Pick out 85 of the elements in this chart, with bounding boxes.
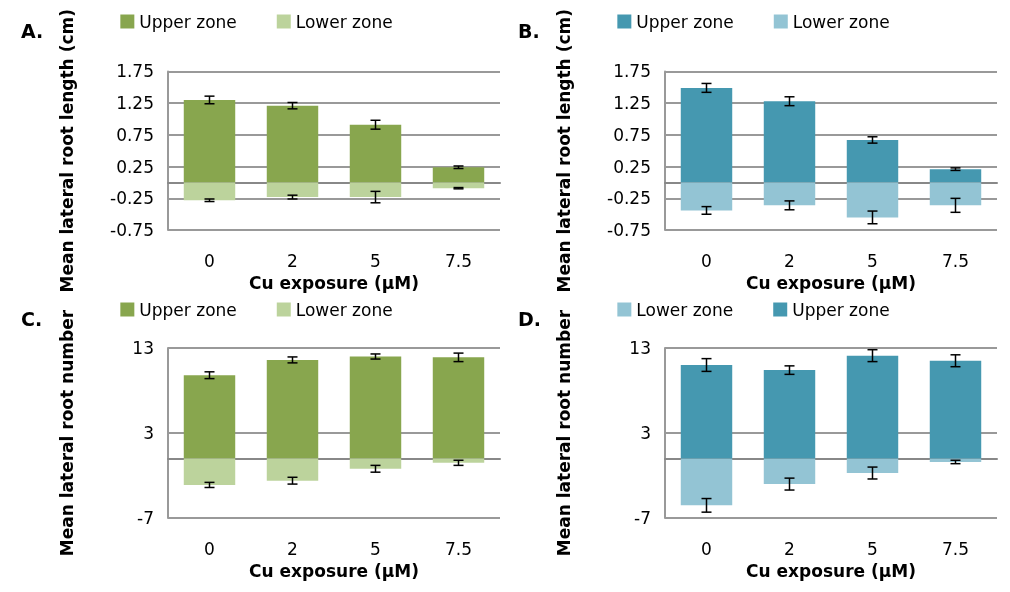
legend-label: Lower zone <box>636 299 734 320</box>
legend-label: Lower zone <box>295 11 393 32</box>
y-tick-label: -7 <box>137 508 154 529</box>
bar <box>929 182 982 206</box>
bar <box>432 167 485 183</box>
bar <box>846 355 899 459</box>
x-tick-label: 5 <box>370 250 381 271</box>
x-axis-title: Cu exposure (µM) <box>746 560 916 581</box>
bar <box>349 458 402 469</box>
x-tick-label: 2 <box>784 250 795 271</box>
x-tick-label: 0 <box>204 250 215 271</box>
bar <box>846 139 899 183</box>
bar <box>349 356 402 459</box>
bar <box>846 182 899 218</box>
bar <box>183 99 236 183</box>
y-tick-label: 3 <box>143 423 154 444</box>
y-tick-label: 1.25 <box>613 93 651 114</box>
x-tick-label: 7.5 <box>941 250 970 271</box>
bar <box>432 357 485 459</box>
x-tick-label: 7.5 <box>941 538 970 559</box>
bar <box>349 182 402 198</box>
y-tick-label: 1.75 <box>116 61 154 82</box>
x-tick-label: 7.5 <box>444 250 473 271</box>
x-axis-title: Cu exposure (µM) <box>249 272 419 293</box>
y-tick-label: 0.25 <box>613 156 651 177</box>
bar <box>266 105 319 183</box>
legend-label: Upper zone <box>139 11 237 32</box>
chart-title: B. <box>518 19 540 42</box>
bar <box>432 182 485 189</box>
y-axis-title: Mean lateral root length (cm) <box>554 9 574 293</box>
y-tick-label: 3 <box>640 423 651 444</box>
bar <box>929 360 982 459</box>
x-tick-label: 0 <box>204 538 215 559</box>
bar <box>680 182 733 211</box>
x-tick-label: 5 <box>370 538 381 559</box>
legend-label: Lower zone <box>295 299 393 320</box>
y-tick-label: -0.75 <box>607 220 651 241</box>
x-tick-label: 2 <box>784 538 795 559</box>
y-tick-label: 1.25 <box>116 93 154 114</box>
legend-label: Lower zone <box>792 11 890 32</box>
y-tick-label: 13 <box>629 338 651 358</box>
chart-title: D. <box>518 307 541 330</box>
x-tick-label: 2 <box>287 250 298 271</box>
y-tick-label: -0.75 <box>110 220 154 241</box>
bar <box>266 182 319 198</box>
bar <box>183 458 236 485</box>
y-axis-title: Mean lateral root number <box>57 309 77 557</box>
x-tick-label: 0 <box>701 538 712 559</box>
bar <box>183 375 236 459</box>
bar <box>680 458 733 506</box>
bar <box>929 169 982 183</box>
y-tick-label: 1.75 <box>613 61 651 82</box>
bar <box>763 182 816 206</box>
x-tick-label: 7.5 <box>444 538 473 559</box>
bar <box>763 458 816 485</box>
bar <box>432 458 485 463</box>
y-tick-label: 0.75 <box>116 124 154 145</box>
x-tick-label: 2 <box>287 538 298 559</box>
y-tick-label: -0.25 <box>607 188 651 209</box>
bar <box>763 370 816 459</box>
y-tick-label: -0.25 <box>110 188 154 209</box>
y-tick-label: 0.75 <box>613 124 651 145</box>
bar <box>349 124 402 183</box>
bar <box>266 458 319 481</box>
chart-title: A. <box>21 19 44 42</box>
bar <box>680 87 733 183</box>
y-tick-label: 0.25 <box>116 156 154 177</box>
y-tick-label: 13 <box>132 338 154 358</box>
bar <box>680 365 733 459</box>
x-axis-title: Cu exposure (µM) <box>249 560 419 581</box>
bar <box>763 101 816 183</box>
legend-label: Upper zone <box>792 299 890 320</box>
x-tick-label: 5 <box>867 538 878 559</box>
bar <box>846 458 899 474</box>
x-tick-label: 0 <box>701 250 712 271</box>
y-tick-label: -7 <box>634 508 651 529</box>
y-axis-title: Mean lateral root length (cm) <box>57 9 77 293</box>
legend-label: Upper zone <box>636 11 734 32</box>
bar <box>183 182 236 201</box>
chart-title: C. <box>21 307 43 330</box>
x-axis-title: Cu exposure (µM) <box>746 272 916 293</box>
bar <box>266 359 319 459</box>
y-axis-title: Mean lateral root number <box>554 309 574 557</box>
x-tick-label: 5 <box>867 250 878 271</box>
legend-label: Upper zone <box>139 299 237 320</box>
